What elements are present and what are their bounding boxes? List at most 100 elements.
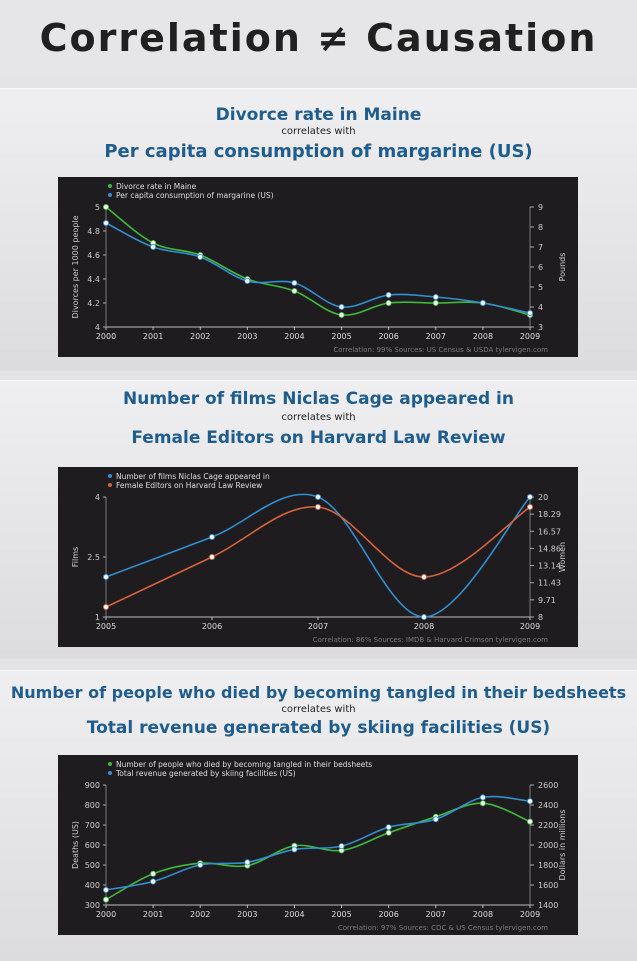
- x-tick-label: 2009: [520, 622, 540, 631]
- x-tick-label: 2004: [284, 332, 304, 341]
- y-tick-label-right: 3: [538, 323, 543, 332]
- x-tick-label: 2009: [520, 332, 540, 341]
- y-tick-label-left: 4: [95, 323, 100, 332]
- data-point: [244, 859, 251, 866]
- data-point: [479, 800, 486, 807]
- data-point: [479, 300, 486, 307]
- legend-marker: [108, 474, 112, 478]
- y-axis-label-right: Pounds: [558, 253, 567, 282]
- y-tick-label-right: 1400: [538, 901, 558, 910]
- data-point: [420, 574, 427, 581]
- y-axis-label-left: Divorces per 1000 people: [71, 215, 80, 318]
- data-point: [385, 300, 392, 307]
- chart-footer: Correlation: 86% Sources: IMDB & Harvard…: [313, 636, 548, 644]
- series-line: [105, 493, 531, 618]
- data-point: [208, 534, 215, 541]
- page-header: Correlation ≠ Causation: [0, 0, 637, 76]
- y-tick-label-left: 600: [85, 841, 100, 850]
- x-tick-label: 2001: [143, 332, 163, 341]
- legend-marker: [108, 483, 112, 487]
- data-point: [526, 818, 533, 825]
- chart-title-a: Divorce rate in Maine: [215, 105, 422, 125]
- x-tick-label: 2008: [473, 332, 493, 341]
- x-tick-label: 2000: [96, 910, 116, 919]
- y-tick-label-right: 2000: [538, 841, 558, 850]
- data-point: [208, 554, 215, 561]
- y-tick-label-right: 4: [538, 303, 543, 312]
- data-point: [103, 203, 110, 210]
- data-point: [338, 304, 345, 311]
- data-point: [103, 574, 110, 581]
- data-point: [385, 824, 392, 831]
- y-tick-label-right: 16.57: [538, 527, 561, 536]
- x-tick-label: 2008: [473, 910, 493, 919]
- data-point: [103, 886, 110, 893]
- legend-label: Female Editors on Harvard Law Review: [116, 481, 262, 490]
- y-tick-label-left: 2.5: [87, 553, 100, 562]
- correlates-with-label: correlates with: [281, 704, 356, 715]
- y-axis-label-left: Deaths (US): [71, 821, 80, 869]
- x-tick-label: 2005: [331, 332, 351, 341]
- y-tick-label-left: 900: [85, 781, 100, 790]
- x-tick-label: 2008: [414, 622, 434, 631]
- data-point: [103, 220, 110, 227]
- data-point: [338, 843, 345, 850]
- x-tick-label: 2001: [143, 910, 163, 919]
- data-point: [432, 300, 439, 307]
- y-tick-label-left: 5: [95, 203, 100, 212]
- correlates-with-label: correlates with: [281, 412, 356, 423]
- data-point: [526, 798, 533, 805]
- y-tick-label-right: 11.43: [538, 579, 561, 588]
- panel-cage-editors: Number of films Niclas Cage appeared in …: [0, 380, 637, 659]
- y-tick-label-right: 13.14: [538, 562, 561, 571]
- series-line: [105, 802, 531, 901]
- chart-svg: 2000 2001 2002 2003 2004 2005 2006 2007 2008 2009…: [71, 760, 567, 932]
- x-tick-label: 2009: [520, 910, 540, 919]
- data-point: [150, 244, 157, 251]
- data-point: [150, 878, 157, 885]
- x-tick-label: 2006: [378, 332, 398, 341]
- chart-title-a: Number of people who died by becoming ta…: [10, 683, 627, 702]
- page-title: Correlation ≠ Causation: [39, 16, 598, 60]
- y-tick-label-right: 2600: [538, 781, 558, 790]
- y-tick-label-left: 500: [85, 861, 100, 870]
- data-point: [291, 280, 298, 287]
- y-tick-label-left: 300: [85, 901, 100, 910]
- legend-label: Divorce rate in Maine: [116, 182, 197, 191]
- chart-divorce-margarine: 2000 2001 2002 2003 2004 2005 2006 2007 2008 2009…: [58, 177, 578, 357]
- legend-label: Number of people who died by becoming ta…: [116, 760, 372, 769]
- data-point: [526, 504, 533, 511]
- x-tick-label: 2007: [308, 622, 328, 631]
- y-axis-label-right: Women: [558, 542, 567, 572]
- chart-svg: 2000 2001 2002 2003 2004 2005 2006 2007 2008 2009…: [71, 182, 567, 354]
- chart-svg: 2005 2006 2007 2008 2009 1 2.5 4 8 9.71 11.43 13.14…: [71, 472, 567, 644]
- data-point: [244, 278, 251, 285]
- y-tick-label-left: 4: [95, 493, 100, 502]
- x-tick-label: 2004: [284, 910, 304, 919]
- chart-footer: Correlation: 99% Sources: US Census & US…: [333, 346, 548, 354]
- data-point: [432, 294, 439, 301]
- x-tick-label: 2006: [202, 622, 222, 631]
- legend-label: Per capita consumption of margarine (US): [116, 191, 274, 200]
- data-point: [291, 846, 298, 853]
- data-point: [314, 504, 321, 511]
- y-tick-label-left: 4.4: [87, 275, 100, 284]
- data-point: [432, 816, 439, 823]
- y-tick-label-right: 6: [538, 263, 543, 272]
- y-tick-label-left: 700: [85, 821, 100, 830]
- data-point: [314, 493, 321, 500]
- panel-divorce-margarine: Divorce rate in Maine correlates with Pe…: [0, 88, 637, 371]
- y-tick-label-right: 1800: [538, 861, 558, 870]
- chart-bedsheets-skiing: 2000 2001 2002 2003 2004 2005 2006 2007 2008 2009…: [58, 755, 578, 935]
- y-tick-label-right: 9: [538, 203, 543, 212]
- y-tick-label-right: 2200: [538, 821, 558, 830]
- data-point: [385, 829, 392, 836]
- y-tick-label-right: 8: [538, 613, 543, 622]
- y-tick-label-right: 20: [538, 493, 548, 502]
- correlates-with-label: correlates with: [281, 126, 356, 137]
- chart-title-a: Number of films Niclas Cage appeared in: [123, 389, 514, 409]
- y-tick-label-right: 7: [538, 243, 543, 252]
- data-point: [150, 870, 157, 877]
- x-tick-label: 2005: [96, 622, 116, 631]
- chart-cage-editors: 2005 2006 2007 2008 2009 1 2.5 4 8 9.71 11.43 13.14…: [58, 467, 578, 647]
